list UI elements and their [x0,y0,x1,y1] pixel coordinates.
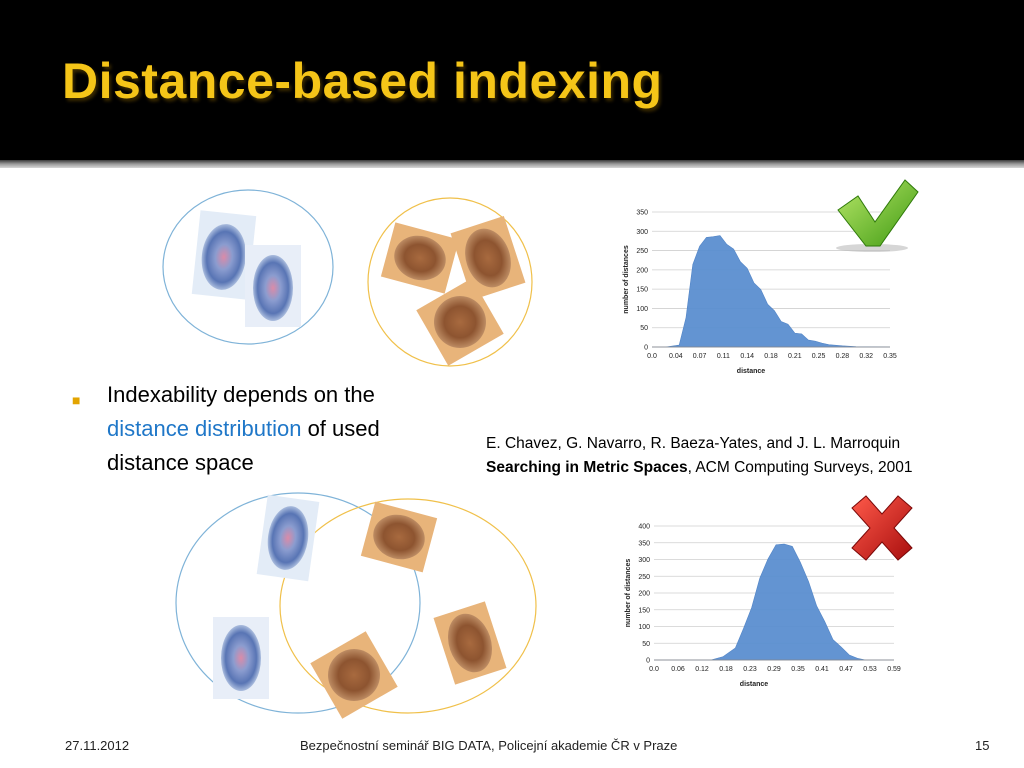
x-tick-label: 0.18 [719,666,733,673]
fingerprint-blue-4 [213,617,269,699]
x-tick-label: 0.29 [767,666,781,673]
x-tick-label: 0.28 [836,353,850,360]
y-tick-label: 150 [636,287,648,294]
citation-venue: , ACM Computing Surveys, 2001 [687,459,913,476]
y-tick-label: 150 [638,607,650,614]
cross-icon [851,495,913,561]
histogram-chart-bad: 0 50 100 150 200 250 300 350 400 0.0 0.06 0.12 0.18 0… [625,524,901,689]
x-tick-label: 0.14 [740,353,754,360]
fingerprint-brown-5 [433,601,507,685]
bullet-text-prefix: Indexability depends on the [107,382,375,407]
y-tick-label: 200 [638,591,650,598]
slide-number: 15 [975,738,990,753]
x-tick-label: 0.0 [647,353,657,360]
citation-paper-title: Searching in Metric Spaces [486,459,688,476]
x-tick-label: 0.04 [669,353,683,360]
cluster-circle-brown-wide [279,498,537,714]
y-tick-label: 200 [636,267,648,274]
x-tick-label: 0.41 [815,666,829,673]
x-tick-label: 0.59 [887,666,901,673]
fingerprint-brown-1 [380,222,460,294]
fingerprint-brown-2 [450,216,526,300]
y-tick-label: 350 [638,540,650,547]
x-tick-label: 0.53 [863,666,877,673]
y-tick-label: 0 [644,345,648,352]
y-axis-label: number of distances [625,559,632,628]
slide-title: Distance-based indexing [62,53,663,109]
citation-line: Searching in Metric Spaces, ACM Computin… [486,456,912,480]
x-tick-label: 0.32 [859,353,873,360]
x-tick-label: 0.25 [812,353,826,360]
histogram-area [652,235,891,348]
bullet-text: Indexability depends on the distance dis… [107,378,432,480]
x-tick-label: 0.07 [693,353,707,360]
y-tick-label: 250 [636,248,648,255]
x-tick-label: 0.23 [743,666,757,673]
fingerprint-blue-2 [245,245,301,327]
fingerprint-blue-3 [256,494,320,582]
y-tick-label: 300 [638,557,650,564]
y-tick-label: 50 [642,641,650,648]
citation-authors: E. Chavez, G. Navarro, R. Baeza-Yates, a… [486,435,901,452]
x-tick-label: 0.21 [788,353,802,360]
x-tick-label: 0.35 [883,353,897,360]
y-tick-label: 100 [638,624,650,631]
bullet-marker-icon: ■ [72,392,81,408]
histogram-area [654,543,894,661]
citation: E. Chavez, G. Navarro, R. Baeza-Yates, a… [486,432,912,480]
x-tick-label: 0.0 [649,666,659,673]
cluster-circle-blue-wide [175,492,421,714]
cluster-circle-blue [162,189,334,345]
y-tick-label: 250 [638,574,650,581]
fingerprint-brown-3 [416,278,504,366]
x-axis-label: distance [737,368,766,375]
title-divider [0,160,1024,168]
y-tick-label: 300 [636,229,648,236]
fingerprint-blue-1 [191,210,257,300]
cluster-circle-brown [367,197,533,367]
y-tick-label: 350 [636,210,648,217]
bullet-text-suffix: of used distance space [107,416,380,475]
footer-event: Bezpečnostní seminář BIG DATA, Policejní… [300,738,678,753]
fingerprint-brown-4 [360,501,438,573]
y-tick-label: 100 [636,306,648,313]
x-tick-label: 0.35 [791,666,805,673]
x-axis-label: distance [740,681,769,688]
bullet-point: ■ Indexability depends on the distance d… [72,378,432,480]
y-tick-label: 0 [646,658,650,665]
x-tick-label: 0.12 [695,666,709,673]
x-tick-label: 0.18 [764,353,778,360]
x-tick-label: 0.06 [671,666,685,673]
y-tick-label: 400 [638,524,650,531]
x-tick-label: 0.11 [717,353,730,360]
fingerprint-brown-6 [310,631,398,719]
histogram-chart-good: 0 50 100 150 200 250 300 350 0.0 0.04 0.07 0.11 0.14… [623,210,897,376]
y-tick-label: 50 [640,325,648,332]
x-tick-label: 0.47 [839,666,853,673]
checkmark-icon [836,179,919,252]
y-axis-label: number of distances [623,245,630,314]
title-bar: Distance-based indexing [0,0,1024,160]
bullet-highlight: distance distribution [107,416,302,441]
footer-date: 27.11.2012 [65,738,130,753]
